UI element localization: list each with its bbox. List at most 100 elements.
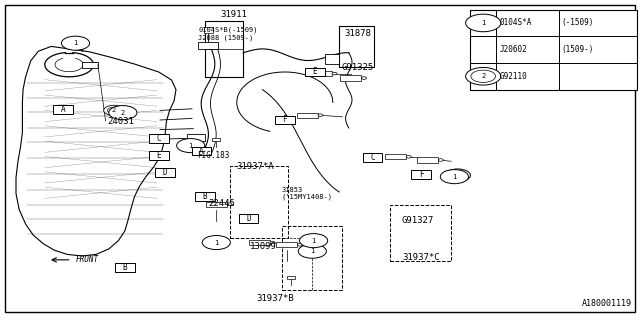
Text: 22445: 22445 bbox=[208, 199, 235, 208]
Bar bbox=[82, 62, 98, 68]
Circle shape bbox=[438, 159, 444, 161]
Bar bbox=[187, 134, 205, 141]
Text: G91327: G91327 bbox=[402, 216, 434, 225]
Text: FIG.183: FIG.183 bbox=[197, 151, 230, 160]
Circle shape bbox=[227, 203, 232, 205]
Bar bbox=[206, 202, 227, 207]
Text: 1: 1 bbox=[312, 238, 316, 244]
Bar bbox=[339, 26, 374, 67]
Bar bbox=[305, 68, 324, 76]
Circle shape bbox=[466, 68, 501, 85]
Circle shape bbox=[300, 234, 328, 248]
Text: G92110: G92110 bbox=[499, 72, 527, 81]
Text: (-1509): (-1509) bbox=[561, 19, 593, 28]
Bar bbox=[204, 27, 213, 33]
Circle shape bbox=[270, 241, 275, 244]
Circle shape bbox=[318, 114, 323, 116]
Text: (1509-): (1509-) bbox=[561, 45, 593, 54]
Bar bbox=[115, 263, 134, 271]
Circle shape bbox=[202, 236, 230, 250]
Text: 13099: 13099 bbox=[250, 242, 276, 251]
Text: A: A bbox=[199, 147, 204, 156]
Text: B: B bbox=[202, 192, 207, 201]
Text: A180001119: A180001119 bbox=[582, 299, 632, 308]
Text: J20602: J20602 bbox=[499, 45, 527, 54]
Bar bbox=[192, 147, 211, 155]
Text: 0104S*B(-1509)
J2088 (1509-): 0104S*B(-1509) J2088 (1509-) bbox=[198, 27, 258, 41]
Circle shape bbox=[471, 70, 495, 83]
Text: 31937*A: 31937*A bbox=[237, 162, 275, 171]
Bar bbox=[417, 157, 438, 163]
Bar bbox=[53, 105, 72, 114]
Text: 1: 1 bbox=[214, 240, 218, 245]
Text: D: D bbox=[163, 168, 168, 177]
Bar bbox=[239, 214, 258, 223]
Bar bbox=[149, 134, 168, 143]
Text: 31937*C: 31937*C bbox=[402, 253, 440, 262]
Text: E: E bbox=[312, 68, 317, 76]
Circle shape bbox=[298, 244, 303, 246]
Bar bbox=[412, 170, 431, 179]
Circle shape bbox=[362, 77, 367, 79]
Text: 2: 2 bbox=[112, 108, 116, 113]
Text: 31937*B: 31937*B bbox=[256, 294, 294, 303]
Bar bbox=[195, 193, 214, 201]
Text: F: F bbox=[282, 116, 287, 124]
Text: E: E bbox=[156, 151, 161, 160]
Bar bbox=[149, 151, 168, 159]
Text: F: F bbox=[419, 170, 424, 179]
Circle shape bbox=[466, 14, 501, 32]
Bar bbox=[385, 154, 406, 159]
Bar bbox=[390, 205, 451, 261]
Bar bbox=[282, 226, 342, 290]
Text: D: D bbox=[246, 214, 251, 223]
Bar bbox=[275, 116, 294, 124]
Circle shape bbox=[298, 244, 326, 258]
Text: C: C bbox=[156, 134, 161, 143]
Circle shape bbox=[61, 36, 90, 50]
Text: 0104S*A: 0104S*A bbox=[499, 19, 532, 28]
Bar bbox=[249, 240, 269, 245]
Bar bbox=[363, 153, 382, 162]
Circle shape bbox=[109, 106, 137, 120]
Text: 2: 2 bbox=[121, 110, 125, 116]
Circle shape bbox=[108, 107, 120, 114]
Text: B: B bbox=[122, 263, 127, 272]
Text: 1: 1 bbox=[452, 174, 456, 180]
Bar bbox=[340, 76, 361, 81]
Text: 24031: 24031 bbox=[108, 117, 134, 126]
Bar bbox=[297, 113, 317, 118]
Circle shape bbox=[104, 105, 124, 116]
Bar bbox=[276, 242, 297, 247]
Text: 31853
('15MY1408-): 31853 ('15MY1408-) bbox=[282, 187, 333, 200]
Bar bbox=[470, 10, 637, 90]
Bar bbox=[212, 138, 220, 141]
Text: 31911: 31911 bbox=[221, 10, 248, 19]
Bar bbox=[325, 54, 339, 64]
Text: 1: 1 bbox=[310, 248, 314, 254]
Text: FRONT: FRONT bbox=[76, 255, 99, 264]
Circle shape bbox=[440, 170, 468, 184]
Text: 1: 1 bbox=[456, 172, 460, 178]
Bar bbox=[198, 42, 218, 49]
Text: 1: 1 bbox=[481, 20, 485, 26]
Text: 1: 1 bbox=[74, 40, 77, 46]
Bar bbox=[287, 276, 295, 279]
Text: 1: 1 bbox=[189, 143, 193, 148]
Circle shape bbox=[406, 156, 412, 158]
Text: 2: 2 bbox=[481, 73, 485, 79]
Text: G91325: G91325 bbox=[341, 63, 373, 72]
Circle shape bbox=[177, 139, 205, 153]
Text: 31878: 31878 bbox=[344, 29, 371, 38]
Circle shape bbox=[445, 169, 470, 182]
Bar bbox=[311, 71, 332, 76]
Circle shape bbox=[106, 107, 122, 114]
Text: C: C bbox=[370, 153, 375, 162]
Bar bbox=[205, 21, 243, 77]
Bar bbox=[78, 42, 86, 45]
Text: A: A bbox=[60, 105, 65, 114]
Bar bbox=[156, 168, 175, 177]
Circle shape bbox=[332, 72, 337, 75]
Bar bbox=[230, 166, 288, 238]
